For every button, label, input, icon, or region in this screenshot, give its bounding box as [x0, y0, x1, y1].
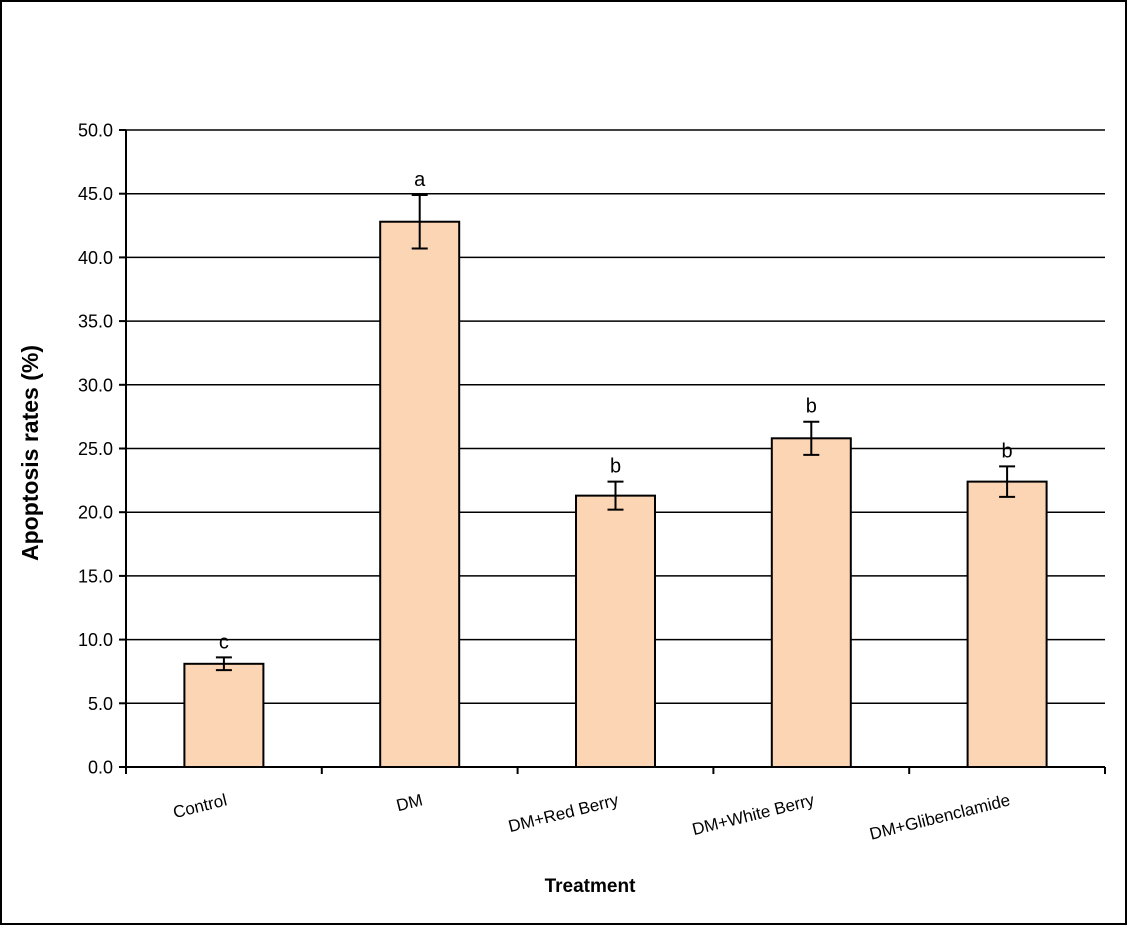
y-tick-label-10.0: 10.0 [78, 630, 113, 650]
axes-group [125, 130, 1105, 768]
gridlines-group [126, 129, 1105, 705]
y-axis-ticks-group: 0.0 5.0 10.0 15.0 20.0 25.0 30.0 35.0 40.0 45.0 50… [78, 121, 126, 778]
bar-dm-white-berry [770, 437, 852, 768]
sig-letter-control: c [219, 631, 229, 653]
y-tick-label-45.0: 45.0 [78, 184, 113, 204]
bar-dm [379, 220, 461, 768]
x-axis-ticks-group [125, 767, 1106, 774]
y-tick-label-25.0: 25.0 [78, 439, 113, 459]
y-tick-label-30.0: 30.0 [78, 375, 113, 395]
x-category-label-dm: DM [394, 790, 424, 815]
y-tick-label-0.0: 0.0 [88, 758, 113, 778]
y-tick-label-40.0: 40.0 [78, 248, 113, 268]
category-labels-group: Control DM DM+Red Berry DM+White Berry DM+Gl… [171, 790, 1012, 843]
x-category-label-dm-glibenclamide: DM+Glibenclamide [868, 790, 1012, 843]
sig-letters-group: c a b b b [219, 169, 1013, 653]
y-axis-title: Apoptosis rates (%) [17, 345, 43, 561]
x-category-label-control: Control [171, 790, 229, 822]
bar-control [183, 662, 265, 769]
x-axis-title: Treatment [545, 876, 636, 897]
sig-letter-dm: a [414, 169, 426, 191]
bar-dm-glibenclamide [966, 480, 1048, 768]
sig-letter-dm-glibenclamide: b [1002, 440, 1013, 462]
y-tick-label-15.0: 15.0 [78, 566, 113, 586]
sig-letter-dm-red-berry: b [610, 456, 621, 478]
y-tick-label-20.0: 20.0 [78, 503, 113, 523]
bar-dm-red-berry [575, 494, 656, 768]
y-tick-label-50.0: 50.0 [78, 121, 113, 141]
error-bars-group [215, 193, 1016, 672]
sig-letter-dm-white-berry: b [806, 396, 817, 418]
x-category-label-dm-red-berry: DM+Red Berry [506, 790, 621, 836]
y-tick-label-5.0: 5.0 [88, 694, 113, 714]
y-tick-label-35.0: 35.0 [78, 312, 113, 332]
x-category-label-dm-white-berry: DM+White Berry [690, 790, 817, 839]
